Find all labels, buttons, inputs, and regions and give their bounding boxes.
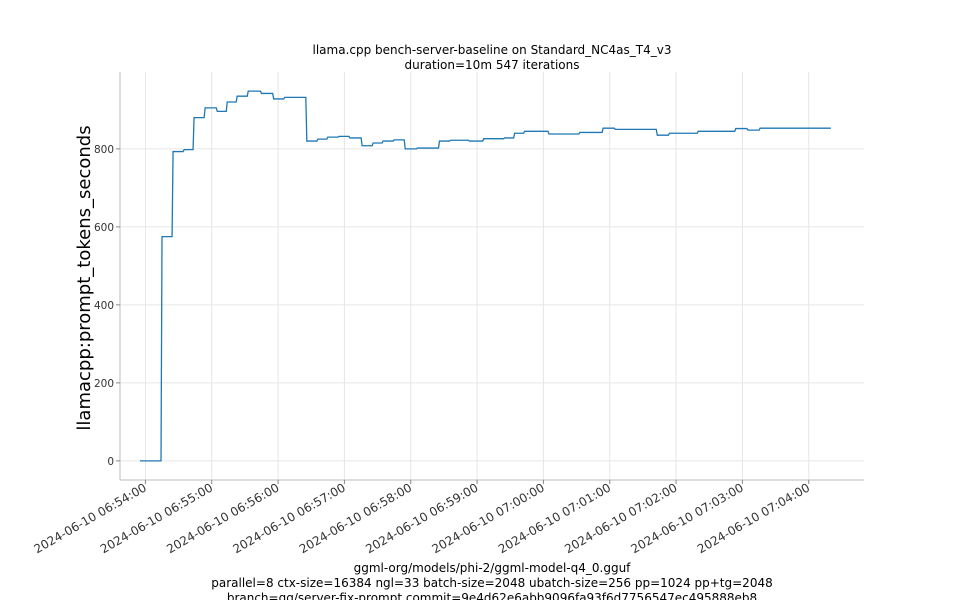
x-tick-label: 2024-06-10 06:59:00 xyxy=(363,480,480,556)
footer-model: ggml-org/models/phi-2/ggml-model-q4_0.gg… xyxy=(354,561,632,575)
chart-subtitle: duration=10m 547 iterations xyxy=(405,58,580,72)
grid xyxy=(120,72,864,480)
x-tick-label: 2024-06-10 07:04:00 xyxy=(695,480,812,556)
x-tick-label: 2024-06-10 07:03:00 xyxy=(629,480,746,556)
y-axis-label: llamacpp:prompt_tokens_seconds xyxy=(74,125,95,430)
y-tick-label: 600 xyxy=(94,222,114,234)
footer-branch: branch=gg/server-fix-prompt commit=9e4d6… xyxy=(227,591,757,600)
x-tick-label: 2024-06-10 06:57:00 xyxy=(231,480,348,556)
x-tick-label: 2024-06-10 07:02:00 xyxy=(562,480,679,556)
x-tick-label: 2024-06-10 06:58:00 xyxy=(297,480,414,556)
plot-area xyxy=(120,72,864,480)
y-ticks: 0 200 400 600 800 xyxy=(94,144,120,468)
y-tick-label: 800 xyxy=(94,144,114,156)
x-tick-label: 2024-06-10 06:55:00 xyxy=(98,480,215,556)
x-tick-label: 2024-06-10 06:56:00 xyxy=(164,480,281,556)
x-tick-label: 2024-06-10 06:54:00 xyxy=(32,480,149,556)
y-tick-label: 400 xyxy=(94,300,114,312)
chart-title: llama.cpp bench-server-baseline on Stand… xyxy=(313,43,672,57)
y-tick-label: 200 xyxy=(94,378,114,390)
series-line xyxy=(139,90,831,462)
y-tick-label: 0 xyxy=(107,456,114,468)
x-tick-label: 2024-06-10 07:01:00 xyxy=(496,480,613,556)
footer-params: parallel=8 ctx-size=16384 ngl=33 batch-s… xyxy=(211,576,772,590)
x-tick-label: 2024-06-10 07:00:00 xyxy=(430,480,547,556)
